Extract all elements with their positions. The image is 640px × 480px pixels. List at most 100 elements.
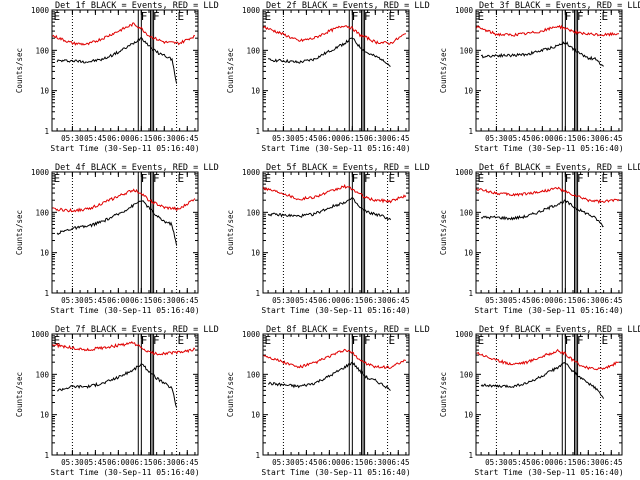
x-tick-label: 06:45 bbox=[387, 296, 410, 305]
y-axis-label: Counts/sec bbox=[15, 48, 24, 93]
x-axis-label: Start Time (30-Sep-11 05:16:40) bbox=[474, 468, 623, 477]
y-tick-label: 1000 bbox=[31, 330, 50, 339]
flag-label: E bbox=[178, 10, 185, 23]
x-tick-label: 06:30 bbox=[153, 458, 176, 467]
x-tick-label: 05:30 bbox=[272, 458, 295, 467]
flag-label: E bbox=[389, 10, 396, 23]
x-axis-label: Start Time (30-Sep-11 05:16:40) bbox=[50, 306, 199, 315]
panel-title: Det 3f BLACK = Events, RED = LLD bbox=[479, 1, 640, 11]
panel-5: Det 5f BLACK = Events, RED = LLD 1 10 100 10… bbox=[226, 163, 430, 315]
events-series-line bbox=[56, 36, 178, 84]
flag-label: F bbox=[364, 172, 371, 185]
x-tick-label: 06:45 bbox=[387, 134, 410, 143]
y-tick-label: 1000 bbox=[242, 168, 261, 177]
x-tick-label: 06:45 bbox=[387, 458, 410, 467]
x-tick-label: 05:30 bbox=[61, 296, 84, 305]
flag-label: F bbox=[141, 10, 148, 23]
panel-title: Det 1f BLACK = Events, RED = LLD bbox=[55, 1, 219, 11]
panel-title: Det 4f BLACK = Events, RED = LLD bbox=[55, 163, 219, 173]
x-tick-label: 05:45 bbox=[295, 458, 318, 467]
y-tick-label: 100 bbox=[246, 208, 260, 217]
y-axis-label: Counts/sec bbox=[226, 48, 235, 93]
plot-frame bbox=[475, 171, 623, 294]
flag-label: E bbox=[265, 172, 272, 185]
x-tick-label: 06:30 bbox=[153, 296, 176, 305]
x-tick-label: 06:15 bbox=[130, 458, 153, 467]
x-tick-label: 06:15 bbox=[341, 134, 364, 143]
y-tick-label: 100 bbox=[459, 208, 473, 217]
flag-label: E bbox=[389, 334, 396, 347]
x-tick-label: 05:45 bbox=[508, 458, 531, 467]
flag-label: F bbox=[364, 10, 371, 23]
flag-label: F bbox=[352, 334, 359, 347]
flag-label: F bbox=[565, 172, 572, 185]
lld-series-line bbox=[52, 188, 196, 213]
x-tick-label: 05:30 bbox=[61, 134, 84, 143]
lld-series-line bbox=[263, 183, 407, 204]
y-tick-label: 1 bbox=[255, 127, 260, 136]
lld-series-line bbox=[263, 25, 407, 45]
y-tick-label: 10 bbox=[40, 249, 50, 258]
flag-label: F bbox=[153, 334, 160, 347]
y-tick-label: 10 bbox=[40, 87, 50, 96]
x-tick-label: 06:30 bbox=[153, 134, 176, 143]
x-tick-label: 06:00 bbox=[531, 296, 554, 305]
x-tick-label: 06:00 bbox=[531, 134, 554, 143]
y-tick-label: 1 bbox=[468, 127, 473, 136]
flag-label: F bbox=[577, 334, 584, 347]
lld-series-line bbox=[476, 186, 620, 204]
x-tick-label: 06:45 bbox=[600, 296, 623, 305]
flag-label: E bbox=[265, 334, 272, 347]
x-axis-label: Start Time (30-Sep-11 05:16:40) bbox=[474, 144, 623, 153]
plot-frame bbox=[51, 171, 199, 294]
panel-7: Det 7f BLACK = Events, RED = LLD 1 10 100 10… bbox=[15, 325, 219, 477]
flag-label: E bbox=[54, 334, 61, 347]
plot-frame bbox=[262, 333, 410, 456]
x-tick-label: 05:30 bbox=[485, 458, 508, 467]
x-tick-label: 05:30 bbox=[272, 134, 295, 143]
y-tick-label: 10 bbox=[251, 411, 261, 420]
y-axis-label: Counts/sec bbox=[439, 48, 448, 93]
x-axis-label: Start Time (30-Sep-11 05:16:40) bbox=[50, 468, 199, 477]
flag-label: E bbox=[54, 172, 61, 185]
flag-label: E bbox=[478, 172, 485, 185]
flag-label: E bbox=[389, 172, 396, 185]
x-tick-label: 06:30 bbox=[364, 134, 387, 143]
x-tick-label: 05:30 bbox=[272, 296, 295, 305]
flag-label: F bbox=[577, 10, 584, 23]
lld-series-line bbox=[52, 22, 196, 46]
plot-frame bbox=[51, 333, 199, 456]
y-tick-label: 10 bbox=[251, 249, 261, 258]
lld-series-line bbox=[52, 341, 196, 356]
x-tick-label: 06:30 bbox=[364, 296, 387, 305]
y-tick-label: 1000 bbox=[455, 330, 474, 339]
plot-frame bbox=[475, 9, 623, 132]
events-series-line bbox=[480, 362, 605, 399]
flag-label: F bbox=[352, 10, 359, 23]
x-tick-label: 06:00 bbox=[318, 296, 341, 305]
y-tick-label: 10 bbox=[464, 249, 474, 258]
x-tick-label: 06:45 bbox=[176, 296, 199, 305]
x-tick-label: 05:45 bbox=[84, 296, 107, 305]
x-axis-label: Start Time (30-Sep-11 05:16:40) bbox=[261, 144, 410, 153]
plot-frame bbox=[262, 9, 410, 132]
x-tick-label: 06:30 bbox=[577, 134, 600, 143]
x-tick-label: 06:00 bbox=[107, 458, 130, 467]
events-series-line bbox=[480, 41, 604, 67]
panel-3: Det 3f BLACK = Events, RED = LLD 1 10 100 10… bbox=[439, 1, 640, 153]
events-series-line bbox=[56, 362, 178, 408]
y-tick-label: 1 bbox=[44, 289, 49, 298]
flag-label: F bbox=[577, 172, 584, 185]
flag-label: F bbox=[141, 334, 148, 347]
x-tick-label: 06:15 bbox=[554, 296, 577, 305]
x-tick-label: 06:15 bbox=[554, 458, 577, 467]
x-axis-label: Start Time (30-Sep-11 05:16:40) bbox=[50, 144, 199, 153]
x-tick-label: 06:45 bbox=[600, 458, 623, 467]
flag-label: E bbox=[602, 10, 609, 23]
y-tick-label: 1 bbox=[468, 289, 473, 298]
plot-frame bbox=[475, 333, 623, 456]
y-tick-label: 1 bbox=[255, 451, 260, 460]
x-tick-label: 05:45 bbox=[508, 134, 531, 143]
panel-1: Det 1f BLACK = Events, RED = LLD 1 10 100 10… bbox=[15, 1, 219, 153]
